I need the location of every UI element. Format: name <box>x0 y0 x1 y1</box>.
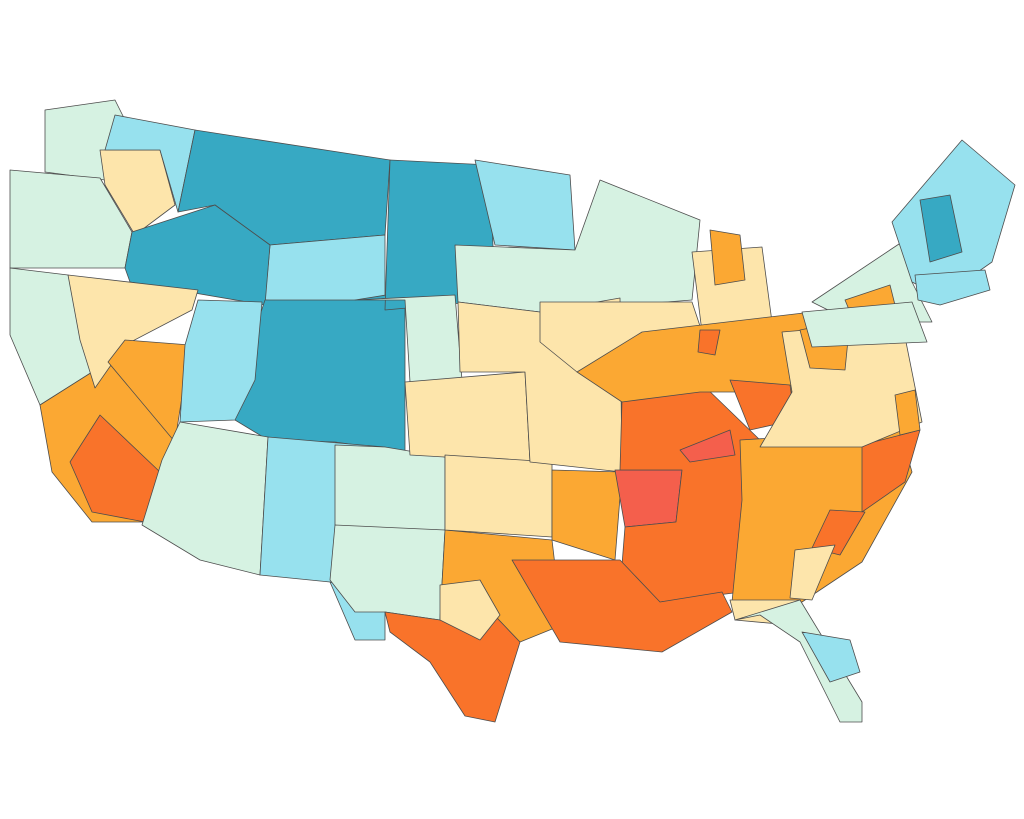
region <box>404 371 531 463</box>
region <box>709 229 746 286</box>
region <box>734 599 863 723</box>
region <box>811 509 866 556</box>
region <box>511 559 733 653</box>
region <box>801 631 861 683</box>
region <box>914 269 991 306</box>
region <box>919 194 963 263</box>
regions <box>9 99 1016 723</box>
region <box>679 429 736 463</box>
region <box>894 389 921 436</box>
region <box>614 469 683 528</box>
region <box>444 454 553 538</box>
region <box>179 299 263 423</box>
region <box>697 329 721 356</box>
region <box>69 414 161 523</box>
region <box>789 544 836 601</box>
region <box>801 301 928 348</box>
region <box>439 579 501 641</box>
region <box>104 114 196 213</box>
